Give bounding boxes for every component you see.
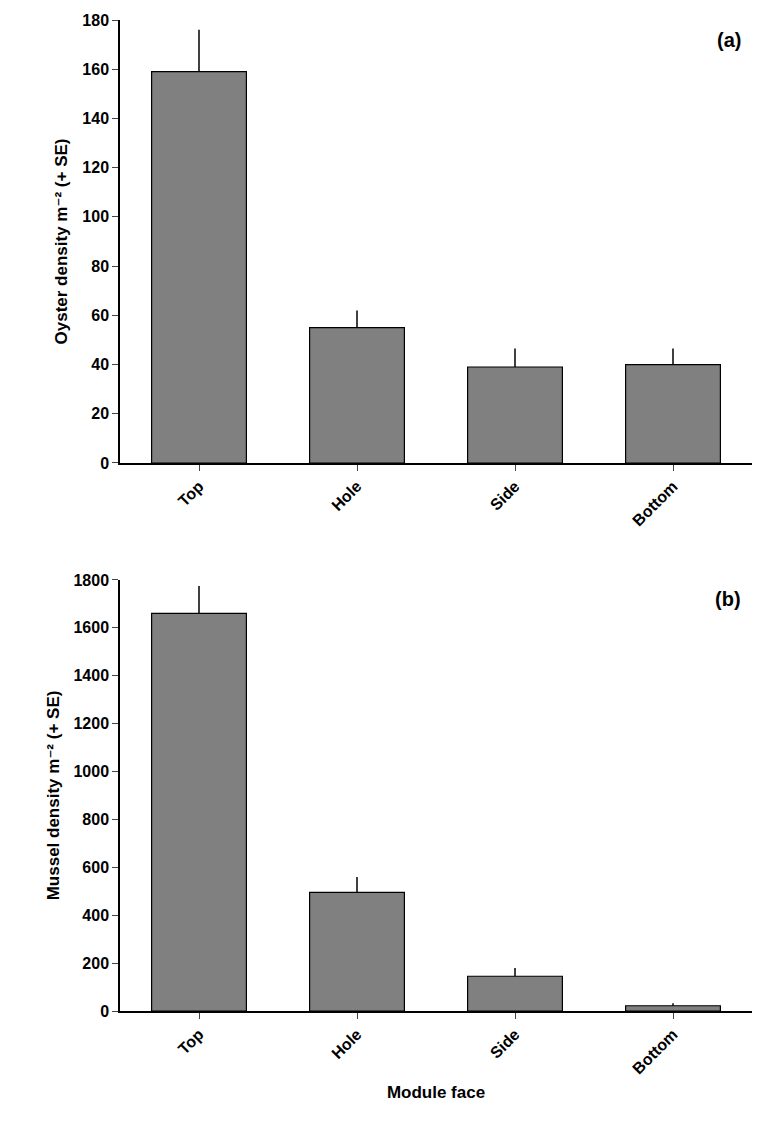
- svg-text:20: 20: [91, 405, 109, 422]
- svg-text:1800: 1800: [73, 572, 109, 589]
- svg-text:140: 140: [82, 110, 109, 127]
- svg-text:1200: 1200: [73, 715, 109, 732]
- svg-text:400: 400: [82, 907, 109, 924]
- svg-text:1000: 1000: [73, 763, 109, 780]
- svg-text:0: 0: [100, 1003, 109, 1020]
- svg-text:Bottom: Bottom: [629, 1026, 681, 1078]
- svg-text:120: 120: [82, 159, 109, 176]
- svg-text:Top: Top: [175, 1026, 207, 1058]
- svg-text:Oyster density m⁻² (+ SE): Oyster density m⁻² (+ SE): [52, 139, 71, 345]
- svg-text:160: 160: [82, 61, 109, 78]
- svg-text:800: 800: [82, 811, 109, 828]
- svg-text:Mussel density m⁻² (+ SE): Mussel density m⁻² (+ SE): [44, 691, 63, 901]
- svg-text:40: 40: [91, 356, 109, 373]
- svg-text:0: 0: [100, 455, 109, 472]
- svg-text:Side: Side: [487, 1026, 523, 1062]
- svg-text:(a): (a): [717, 29, 741, 51]
- svg-text:1600: 1600: [73, 619, 109, 636]
- svg-text:Hole: Hole: [328, 1026, 365, 1063]
- svg-text:(b): (b): [715, 588, 741, 610]
- svg-text:1400: 1400: [73, 667, 109, 684]
- svg-text:80: 80: [91, 258, 109, 275]
- svg-text:Bottom: Bottom: [629, 478, 681, 530]
- svg-text:Module face: Module face: [387, 1083, 485, 1102]
- svg-text:Top: Top: [175, 478, 207, 510]
- svg-text:200: 200: [82, 955, 109, 972]
- svg-text:180: 180: [82, 12, 109, 29]
- svg-text:Side: Side: [487, 478, 523, 514]
- svg-text:100: 100: [82, 208, 109, 225]
- svg-text:60: 60: [91, 307, 109, 324]
- svg-text:Hole: Hole: [328, 478, 365, 515]
- svg-text:600: 600: [82, 859, 109, 876]
